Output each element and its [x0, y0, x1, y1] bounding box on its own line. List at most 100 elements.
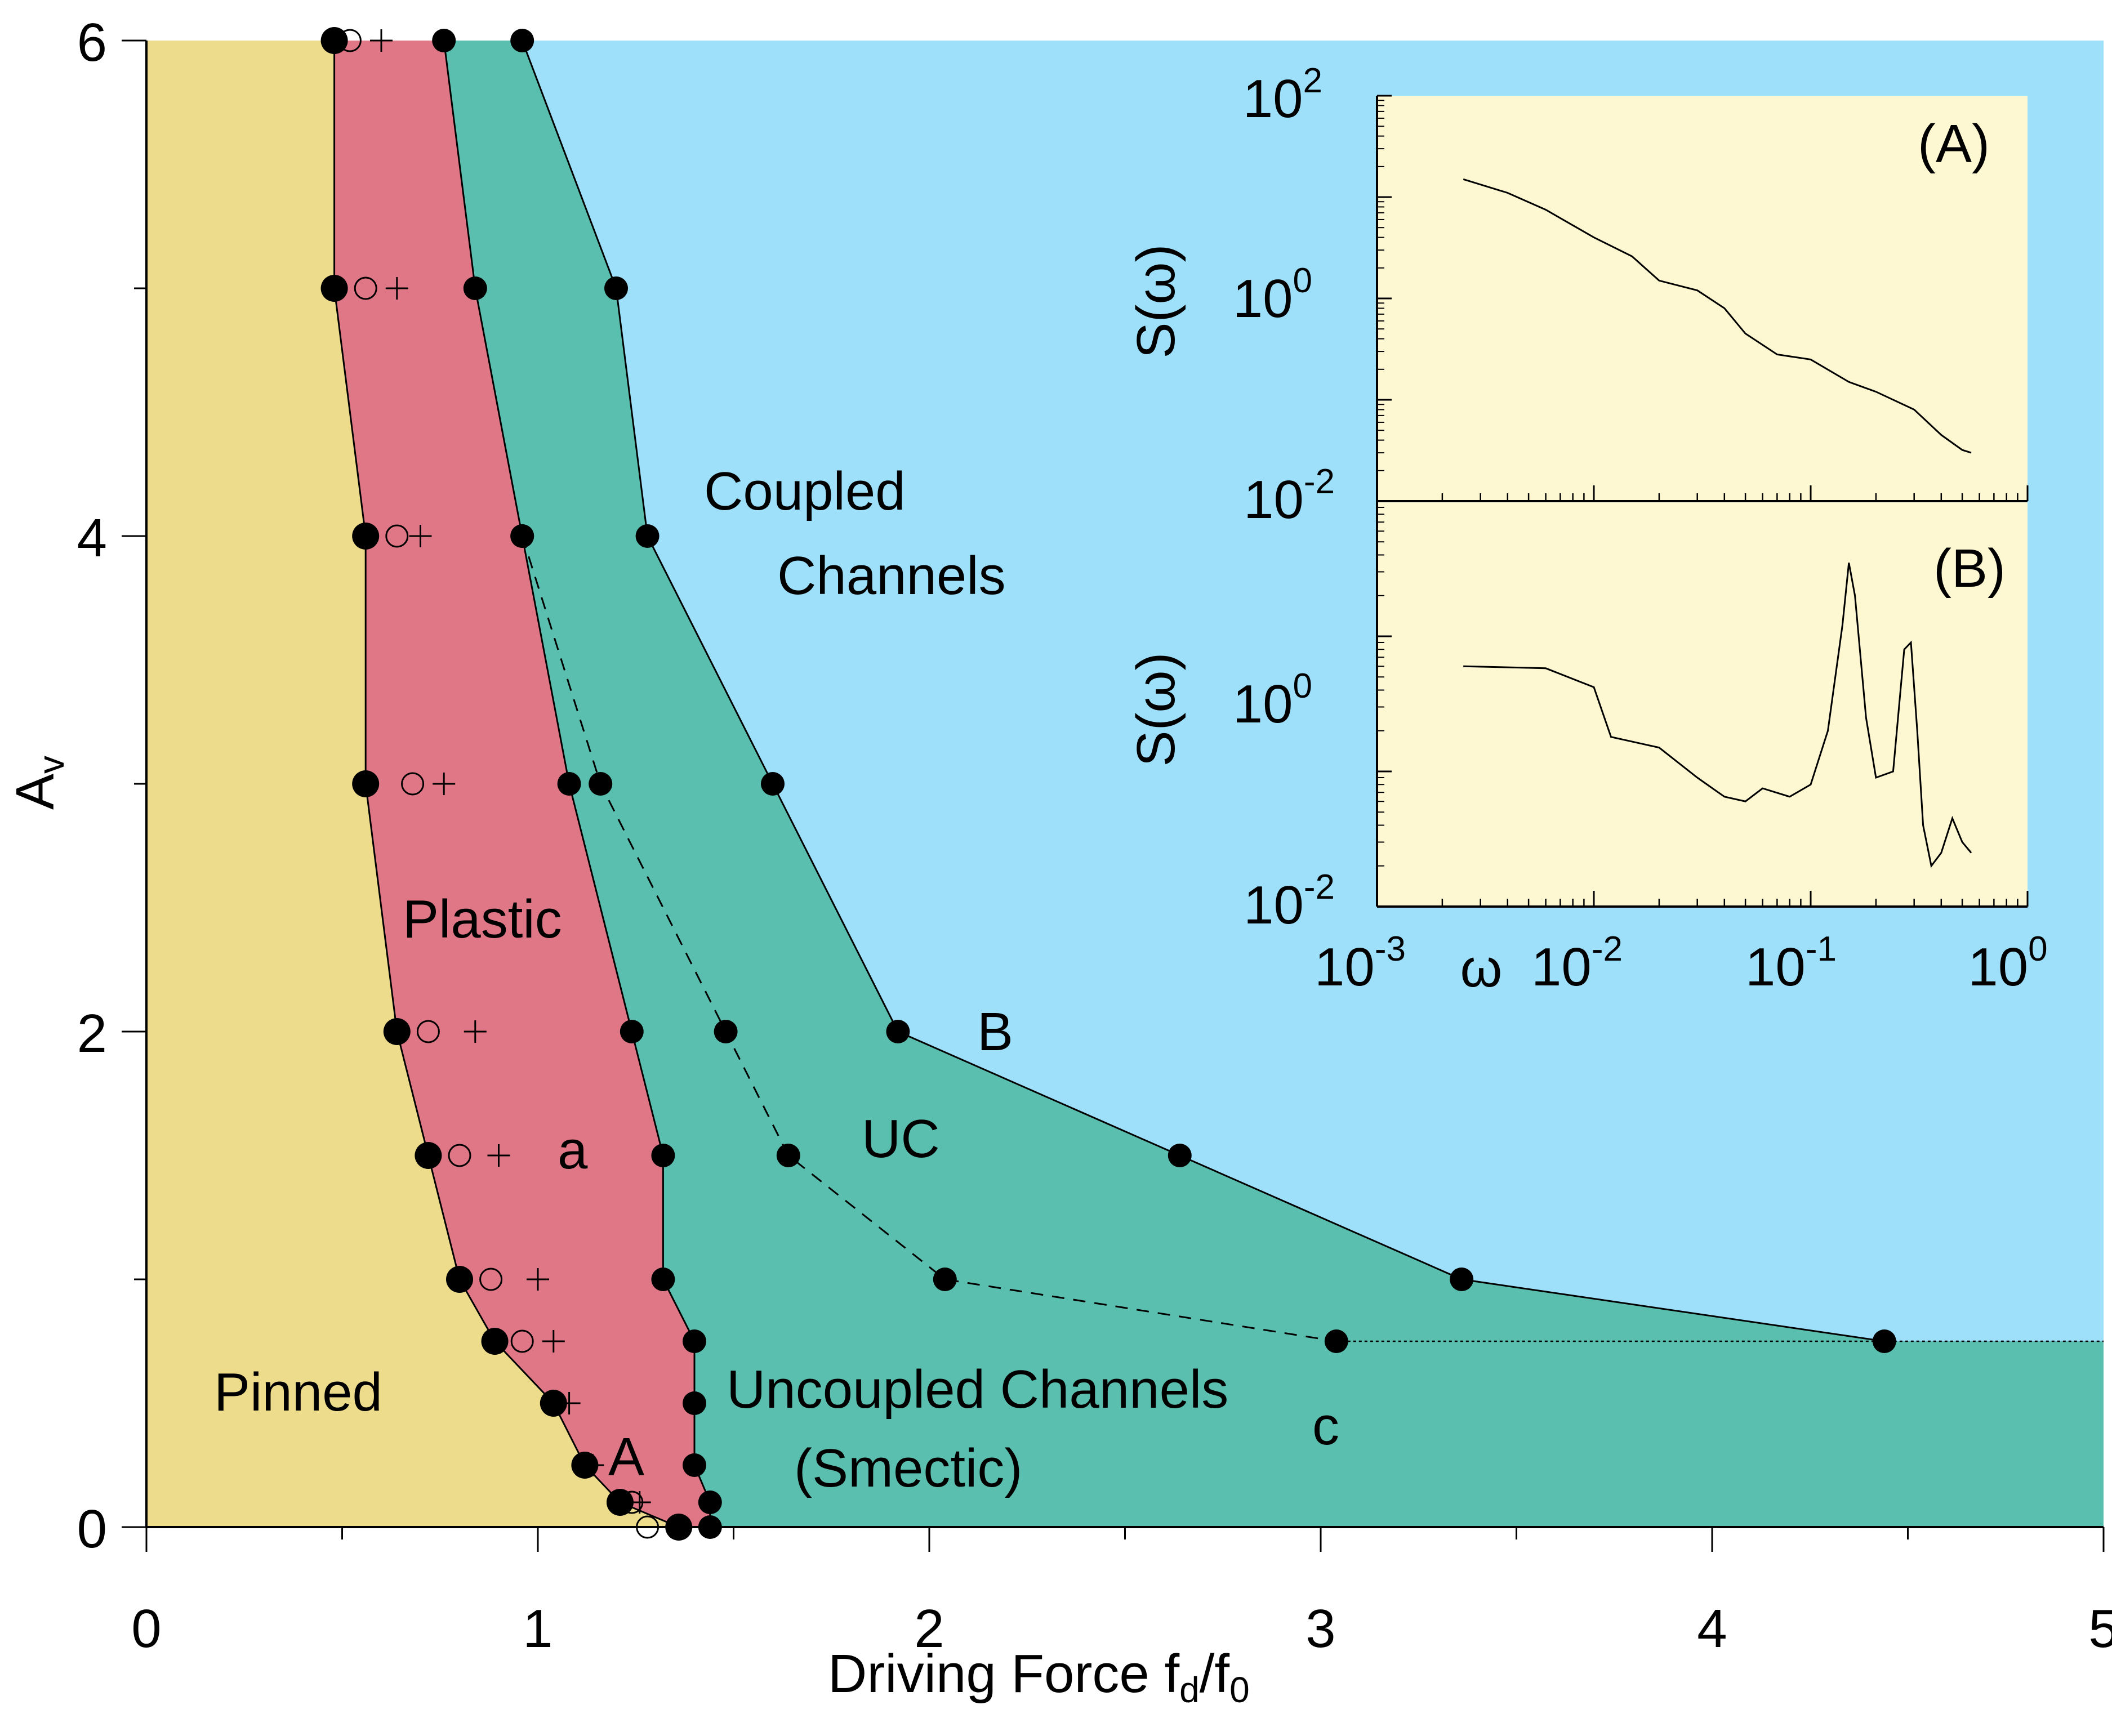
open-circle-point — [636, 1515, 660, 1539]
coupling-point — [510, 29, 534, 52]
open-circle-point — [354, 276, 377, 300]
region-label-uc: UC — [862, 1109, 940, 1169]
inset-b-y-tick-labels: 100 10-2 — [1233, 667, 1335, 935]
plastic-smectic-point — [683, 1453, 706, 1477]
cross-point — [370, 29, 393, 52]
open-circle-point — [385, 524, 409, 548]
x-tick-label: 4 — [1697, 1599, 1727, 1659]
inset-a-ylabel-group: S(ω) — [1126, 244, 1186, 359]
inset-axes — [1376, 95, 2029, 908]
open-circle-point — [401, 772, 425, 796]
cross-point — [433, 773, 456, 795]
coupling-boundary-line — [521, 40, 1885, 1342]
point-label-A: A — [608, 1427, 644, 1487]
depinning-point — [481, 1328, 509, 1355]
point-labels: a A B c — [558, 1002, 1339, 1487]
main-axes — [122, 39, 2105, 1552]
inset-a-y-tick-label: 100 — [1233, 261, 1312, 329]
inset-spectra — [1463, 178, 1972, 868]
inset-b-spectrum-line — [1463, 563, 1972, 868]
cross-point — [558, 1392, 581, 1414]
inset-b-ylabel-group: S(ω) — [1126, 653, 1186, 767]
cross-point — [628, 1491, 651, 1514]
y-tick-label: 0 — [77, 1499, 107, 1559]
open-circle-point — [510, 1329, 534, 1353]
inset-b-y-axis-title: S(ω) — [1126, 653, 1186, 767]
x-axis-title: Driving Force fd/f0 — [828, 1644, 1250, 1710]
phase-boundary-points — [320, 27, 1896, 1541]
cross-point — [409, 525, 432, 547]
plastic-smectic-point — [651, 1268, 675, 1291]
point-label-c: c — [1312, 1396, 1339, 1456]
inset-b-x-tick-label: 10-3 — [1315, 930, 1406, 997]
region-label-channels: Channels — [777, 546, 1006, 606]
inset-a-y-tick-label: 102 — [1243, 61, 1322, 129]
coupling-point — [761, 772, 785, 796]
inset-a-y-tick-label: 10-2 — [1244, 462, 1335, 530]
open-circle-point — [479, 1268, 503, 1291]
inset-b-x-tick-labels: 10-3 10-2 10-1 100 — [1315, 930, 2048, 997]
plastic-smectic-point — [557, 772, 581, 796]
cross-point — [581, 1454, 604, 1476]
plastic-smectic-point — [698, 1515, 722, 1539]
point-label-B: B — [977, 1002, 1013, 1062]
plastic-smectic-point — [698, 1490, 722, 1514]
depinning-point — [606, 1489, 634, 1516]
inset-b-x-tick-label: 10-1 — [1745, 930, 1837, 997]
inset-a-y-axis-title: S(ω) — [1126, 244, 1186, 359]
y-axis-title-group: Av — [5, 756, 72, 810]
coupling-point — [1168, 1144, 1192, 1167]
region-label-smectic: (Smectic) — [794, 1438, 1022, 1498]
depinning-point — [383, 1018, 411, 1045]
depinning-point — [320, 275, 348, 302]
cross-point — [464, 1020, 487, 1043]
x-tick-labels: 0 1 2 3 4 5 — [131, 1599, 2112, 1659]
open-circle-point — [416, 1020, 440, 1043]
depinning-point — [352, 770, 380, 797]
depinning-point — [665, 1514, 693, 1541]
cross-point — [487, 1144, 510, 1167]
plastic-smectic-point — [620, 1020, 644, 1043]
crossover-point — [714, 1020, 738, 1043]
inset-a-y-tick-labels: 102 100 10-2 — [1233, 61, 1335, 530]
open-circle-point — [338, 29, 362, 52]
inset-panel-label-B: (B) — [1933, 538, 2006, 599]
plastic-smectic-point — [432, 29, 456, 52]
inset-b-x-tick-label: 10-2 — [1531, 930, 1623, 997]
x-tick-label: 3 — [1305, 1599, 1335, 1659]
coupling-point — [886, 1020, 910, 1043]
depinning-point — [446, 1266, 473, 1293]
x-tick-label: 5 — [2088, 1599, 2112, 1659]
cross-point — [542, 1330, 565, 1353]
x-tick-label: 0 — [131, 1599, 161, 1659]
plastic-smectic-point — [463, 276, 487, 300]
depinning-point — [415, 1142, 442, 1169]
region-label-coupled: Coupled — [704, 461, 906, 521]
cross-point — [385, 277, 408, 300]
plastic-smectic-point — [683, 1329, 706, 1353]
coupling-point — [1872, 1329, 1896, 1353]
y-tick-label: 4 — [77, 508, 107, 568]
uncoupled-channels-region — [444, 41, 2104, 1527]
region-labels: Pinned Plastic Uncoupled Channels (Smect… — [214, 461, 1228, 1498]
x-tick-label: 1 — [523, 1599, 552, 1659]
depinning-point — [540, 1390, 567, 1417]
cross-point — [527, 1268, 549, 1291]
point-label-a: a — [558, 1120, 588, 1180]
region-label-pinned: Pinned — [214, 1362, 382, 1422]
x-tick-label: 2 — [914, 1599, 944, 1659]
crossover-point — [1324, 1329, 1348, 1353]
depinning-point — [352, 523, 380, 550]
inset-panel-label-A: (A) — [1918, 114, 1990, 174]
coupling-point — [604, 276, 628, 300]
region-label-plastic: Plastic — [403, 889, 562, 949]
inset-b-y-tick-label: 10-2 — [1244, 868, 1335, 935]
inset-b-x-tick-label: 100 — [1968, 930, 2047, 997]
plastic-smectic-point — [683, 1391, 706, 1415]
open-circle-point — [448, 1144, 471, 1167]
coupling-point — [1450, 1268, 1474, 1291]
region-label-uncoupled: Uncoupled Channels — [727, 1359, 1228, 1420]
dashed-crossover-line — [521, 535, 1337, 1342]
y-axis-title: Av — [5, 756, 72, 810]
